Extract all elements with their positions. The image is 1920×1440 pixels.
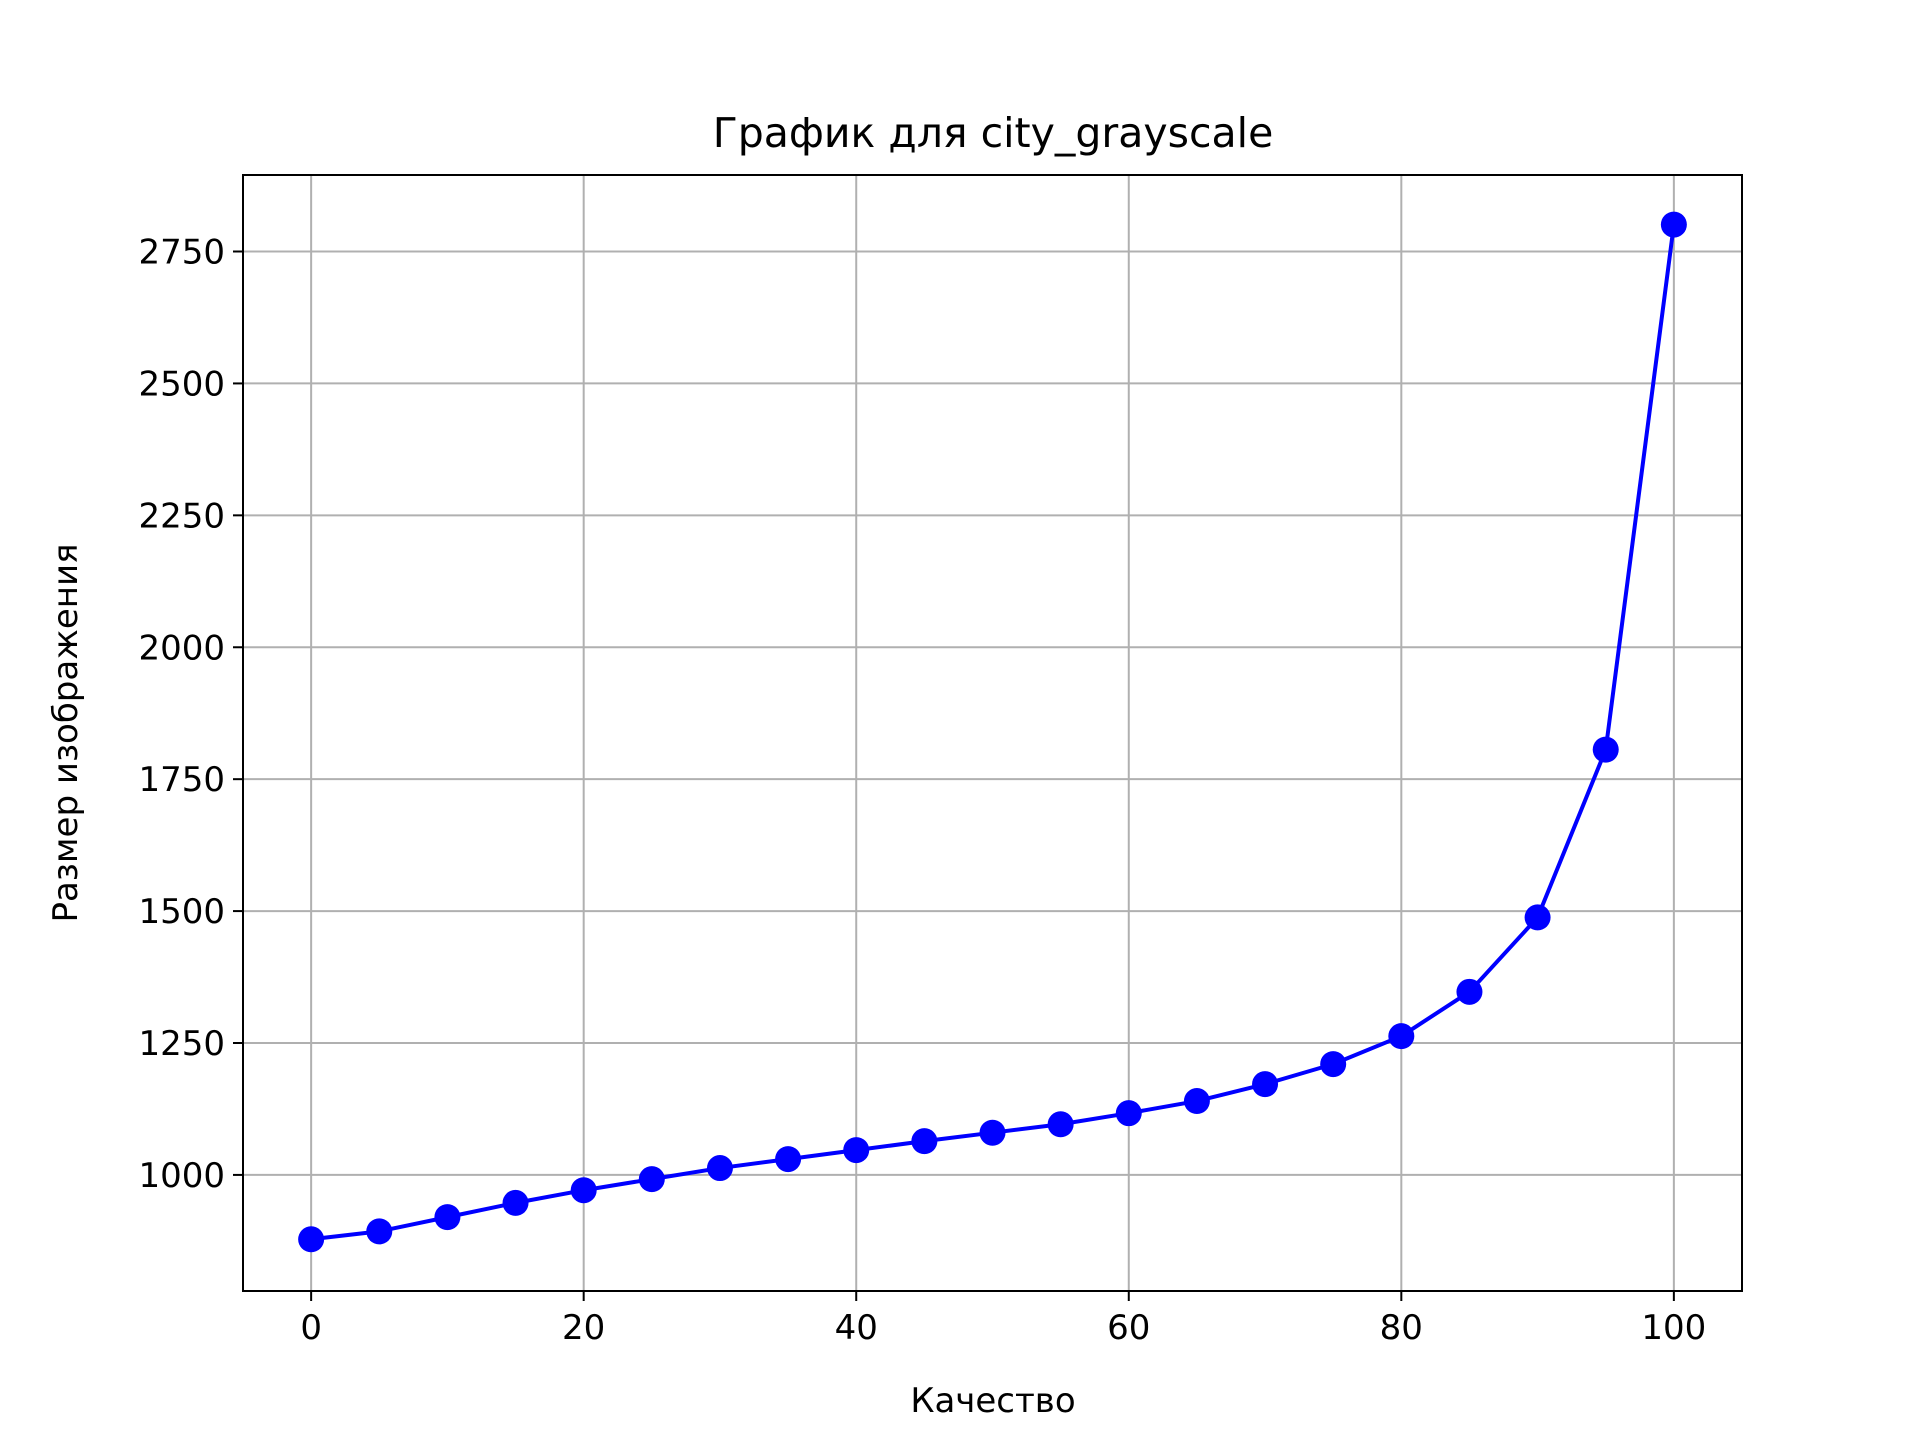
data-point [911,1128,938,1155]
grid-lines [243,175,1742,1291]
chart-title: График для city_grayscale [713,109,1274,157]
y-tick-label: 2500 [138,364,225,404]
data-point [1047,1111,1074,1138]
y-tick-label: 2250 [138,496,225,536]
data-point [502,1189,529,1216]
data-point [1524,904,1551,931]
data-point [1183,1088,1210,1115]
x-tick-label: 80 [1380,1308,1423,1348]
data-point [1660,211,1687,238]
x-axis-label: Качество [910,1381,1075,1421]
x-tick-label: 40 [835,1308,878,1348]
x-tick-label: 60 [1107,1308,1150,1348]
plot-frame [242,174,1743,1292]
data-series [298,211,1687,1253]
y-axis-ticks: 1000 1250 1500 1750 2000 2250 2500 2750 [138,233,243,1196]
y-tick-label: 1250 [138,1024,225,1064]
data-point [775,1146,802,1173]
x-tick-label: 100 [1641,1308,1706,1348]
y-tick-label: 1500 [138,892,225,932]
data-point [434,1204,461,1231]
data-point [638,1166,665,1193]
data-point [298,1226,325,1253]
data-point [706,1155,733,1182]
data-point [1115,1100,1142,1127]
y-tick-label: 1000 [138,1156,225,1196]
data-point [1252,1071,1279,1098]
data-point [1456,978,1483,1005]
data-point [1388,1023,1415,1050]
data-point [1592,736,1619,763]
data-point [979,1119,1006,1146]
y-tick-label: 1750 [138,760,225,800]
x-tick-label: 0 [300,1308,322,1348]
data-point [1320,1051,1347,1078]
data-point [843,1137,870,1164]
data-point [366,1218,393,1245]
x-tick-label: 20 [562,1308,605,1348]
y-tick-label: 2750 [138,233,225,273]
y-tick-label: 2000 [138,628,225,668]
y-axis-label: Размер изображения [46,543,86,922]
x-axis-ticks: 0 20 40 60 80 100 [300,1291,1706,1348]
data-point [570,1177,597,1204]
